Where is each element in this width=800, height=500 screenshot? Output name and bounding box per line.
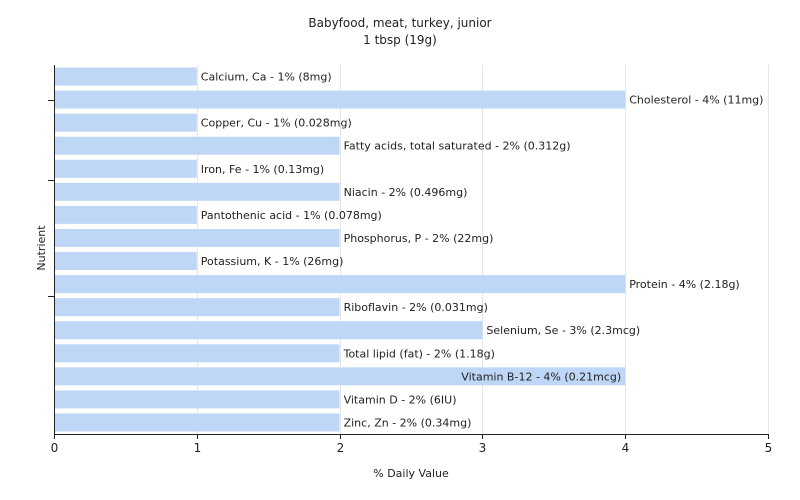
bar-data-label: Phosphorus, P - 2% (22mg): [344, 232, 494, 245]
chart-title: Babyfood, meat, turkey, junior: [308, 16, 491, 30]
bar: [55, 159, 197, 178]
bar: [55, 182, 340, 201]
bar: [55, 275, 626, 294]
x-tick-label: 3: [479, 441, 487, 455]
bar: [55, 67, 197, 86]
bar-data-label: Total lipid (fat) - 2% (1.18g): [343, 347, 495, 360]
bar-data-label: Pantothenic acid - 1% (0.078mg): [201, 209, 382, 222]
y-axis-label: Nutrient: [35, 225, 48, 271]
bar: [55, 298, 340, 317]
bar: [55, 367, 626, 386]
bar-data-label: Vitamin B-12 - 4% (0.21mcg): [461, 370, 621, 383]
bar-data-label: Protein - 4% (2.18g): [629, 278, 740, 291]
bar-data-label: Iron, Fe - 1% (0.13mg): [201, 163, 324, 176]
chart-subtitle: 1 tbsp (19g): [363, 33, 437, 47]
bar-data-label: Cholesterol - 4% (11mg): [629, 94, 763, 107]
bars: Calcium, Ca - 1% (8mg) Cholesterol - 4% (…: [55, 67, 763, 432]
bar: [55, 252, 197, 271]
bar: [55, 90, 626, 109]
bar: [55, 136, 340, 155]
bar-data-label: Zinc, Zn - 2% (0.34mg): [344, 416, 472, 429]
x-tick-label: 4: [622, 441, 630, 455]
bar: [55, 344, 340, 363]
bar: [55, 228, 340, 247]
x-tick-label: 2: [337, 441, 345, 455]
bar-data-label: Potassium, K - 1% (26mg): [201, 255, 344, 268]
x-tick-label: 0: [51, 441, 59, 455]
bar-data-label: Riboflavin - 2% (0.031mg): [344, 301, 488, 314]
bar-data-label: Niacin - 2% (0.496mg): [344, 186, 468, 199]
x-tick-label: 5: [765, 441, 773, 455]
bar-data-label: Fatty acids, total saturated - 2% (0.312…: [344, 140, 571, 153]
bar-data-label: Copper, Cu - 1% (0.028mg): [201, 117, 352, 130]
x-axis-label: % Daily Value: [373, 467, 449, 480]
bar: [55, 413, 340, 432]
bar: [55, 321, 483, 340]
bar-data-label: Vitamin D - 2% (6IU): [344, 393, 457, 406]
x-tick-label: 1: [194, 441, 202, 455]
bar: [55, 205, 197, 224]
axes: 0 1 2 3 4 5: [48, 65, 772, 455]
bar: [55, 113, 197, 132]
bar-data-label: Selenium, Se - 3% (2.3mcg): [486, 324, 640, 337]
bar-data-label: Calcium, Ca - 1% (8mg): [201, 71, 332, 84]
bar: [55, 390, 340, 409]
